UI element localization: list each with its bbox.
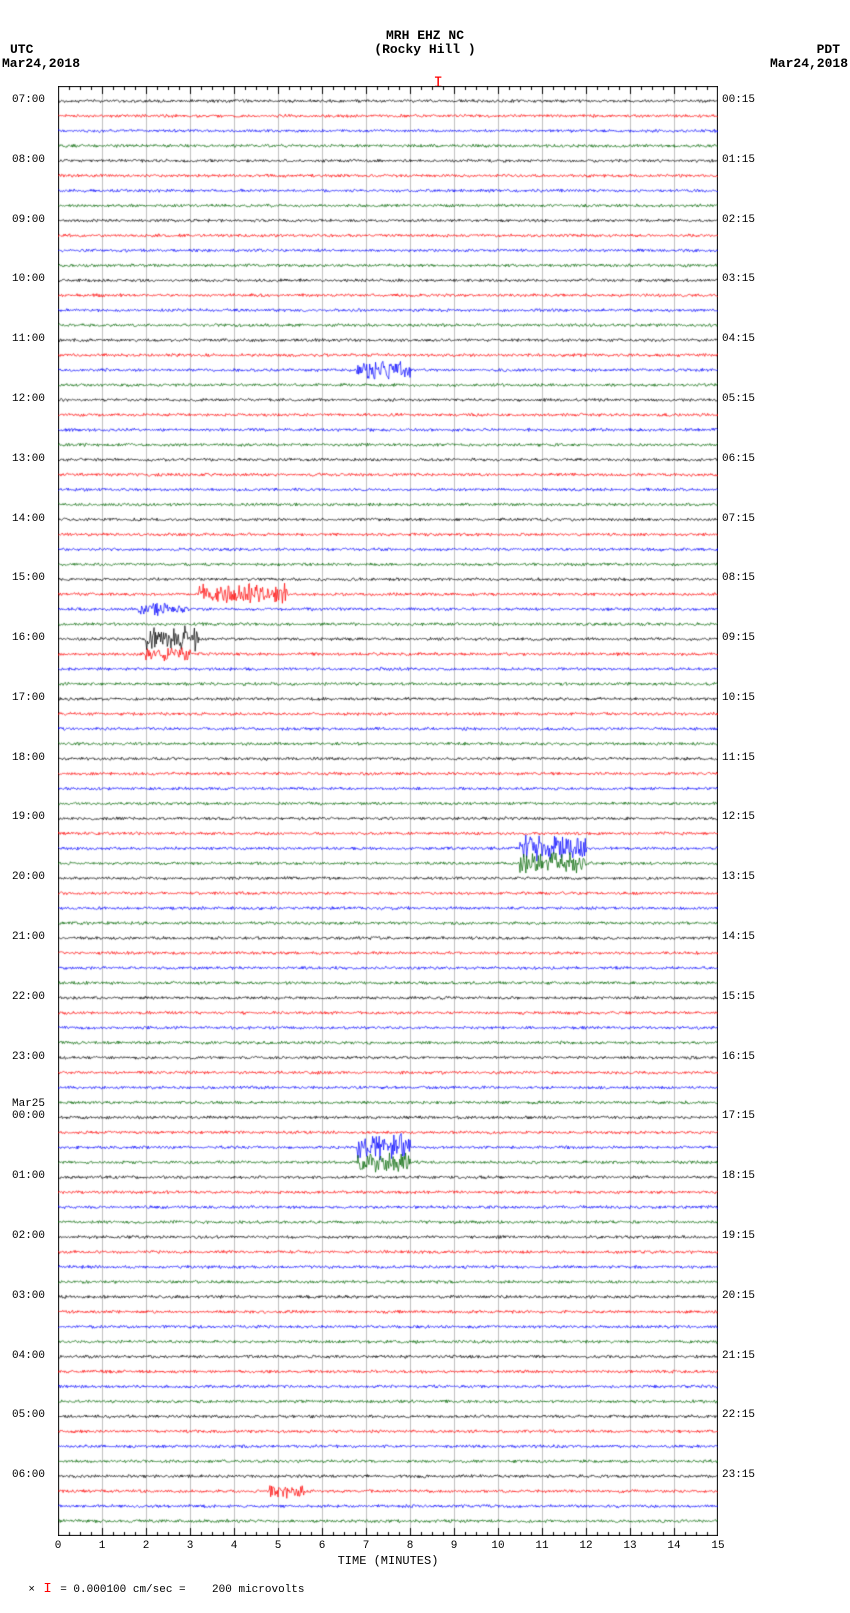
station-name: (Rocky Hill ) <box>0 42 850 57</box>
x-tick-label: 5 <box>275 1540 282 1552</box>
left-timezone: UTC <box>10 42 33 57</box>
left-time-label: 07:00 <box>12 95 45 106</box>
left-time-label: 17:00 <box>12 693 45 704</box>
seismogram-plot <box>58 86 718 1536</box>
station-code: MRH EHZ NC <box>0 28 850 43</box>
left-time-label: 00:00 <box>12 1111 45 1122</box>
right-time-label: 12:15 <box>722 812 755 823</box>
right-time-label: 20:15 <box>722 1291 755 1302</box>
x-tick-label: 7 <box>363 1540 370 1552</box>
right-time-label: 21:15 <box>722 1351 755 1362</box>
left-time-label: 20:00 <box>12 872 45 883</box>
left-time-label: 16:00 <box>12 633 45 644</box>
right-time-label: 22:15 <box>722 1410 755 1421</box>
x-tick-label: 3 <box>187 1540 194 1552</box>
right-time-label: 18:15 <box>722 1171 755 1182</box>
left-time-label: 15:00 <box>12 573 45 584</box>
x-axis-title: TIME (MINUTES) <box>338 1554 439 1568</box>
x-tick-label: 0 <box>55 1540 62 1552</box>
right-date: Mar24,2018 <box>770 56 848 71</box>
left-time-label: 19:00 <box>12 812 45 823</box>
left-time-label: 02:00 <box>12 1231 45 1242</box>
x-tick-label: 14 <box>667 1540 680 1552</box>
left-time-label: 05:00 <box>12 1410 45 1421</box>
x-tick-label: 1 <box>99 1540 106 1552</box>
x-tick-label: 15 <box>711 1540 724 1552</box>
left-time-label: 08:00 <box>12 155 45 166</box>
left-time-label: 04:00 <box>12 1351 45 1362</box>
left-time-label: 13:00 <box>12 454 45 465</box>
right-time-label: 15:15 <box>722 992 755 1003</box>
left-time-label: 01:00 <box>12 1171 45 1182</box>
right-time-label: 03:15 <box>722 274 755 285</box>
right-time-label: 09:15 <box>722 633 755 644</box>
right-time-label: 02:15 <box>722 215 755 226</box>
x-tick-label: 12 <box>579 1540 592 1552</box>
right-timezone: PDT <box>817 42 840 57</box>
right-time-label: 04:15 <box>722 334 755 345</box>
x-tick-label: 4 <box>231 1540 238 1552</box>
x-tick-label: 10 <box>491 1540 504 1552</box>
left-time-label: 12:00 <box>12 394 45 405</box>
x-tick-label: 2 <box>143 1540 150 1552</box>
left-time-label: 22:00 <box>12 992 45 1003</box>
left-time-label: 14:00 <box>12 514 45 525</box>
right-time-label: 01:15 <box>722 155 755 166</box>
x-tick-label: 9 <box>451 1540 458 1552</box>
left-time-label: Mar25 <box>12 1099 45 1110</box>
right-time-label: 19:15 <box>722 1231 755 1242</box>
right-time-label: 14:15 <box>722 932 755 943</box>
right-time-label: 23:15 <box>722 1470 755 1481</box>
footer-scale: × I = 0.000100 cm/sec = 200 microvolts <box>2 1569 304 1609</box>
left-time-label: 18:00 <box>12 753 45 764</box>
right-time-label: 08:15 <box>722 573 755 584</box>
x-tick-label: 11 <box>535 1540 548 1552</box>
left-time-label: 10:00 <box>12 274 45 285</box>
right-time-label: 07:15 <box>722 514 755 525</box>
left-time-label: 21:00 <box>12 932 45 943</box>
left-time-label: 11:00 <box>12 334 45 345</box>
right-time-label: 10:15 <box>722 693 755 704</box>
right-time-label: 17:15 <box>722 1111 755 1122</box>
right-time-label: 05:15 <box>722 394 755 405</box>
right-time-label: 13:15 <box>722 872 755 883</box>
left-time-label: 06:00 <box>12 1470 45 1481</box>
left-time-label: 09:00 <box>12 215 45 226</box>
x-tick-label: 8 <box>407 1540 414 1552</box>
right-time-label: 16:15 <box>722 1052 755 1063</box>
right-time-label: 06:15 <box>722 454 755 465</box>
left-time-label: 23:00 <box>12 1052 45 1063</box>
left-time-label: 03:00 <box>12 1291 45 1302</box>
x-tick-label: 13 <box>623 1540 636 1552</box>
right-time-label: 11:15 <box>722 753 755 764</box>
right-time-label: 00:15 <box>722 95 755 106</box>
x-tick-label: 6 <box>319 1540 326 1552</box>
left-date: Mar24,2018 <box>2 56 80 71</box>
seismogram-page: MRH EHZ NC (Rocky Hill ) I = 0.000100 cm… <box>0 0 850 1613</box>
